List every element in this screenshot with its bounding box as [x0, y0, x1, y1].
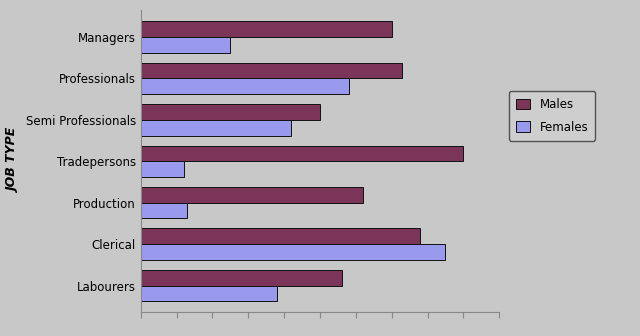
Y-axis label: JOB TYPE: JOB TYPE: [7, 129, 20, 194]
Bar: [141, 270, 342, 286]
Bar: [141, 145, 463, 161]
Bar: [141, 203, 188, 218]
Legend: Males, Females: Males, Females: [509, 91, 595, 141]
Bar: [141, 228, 420, 244]
Bar: [141, 244, 445, 260]
Bar: [141, 78, 349, 94]
Bar: [141, 63, 403, 78]
Bar: [141, 21, 392, 37]
Bar: [141, 104, 320, 120]
Bar: [141, 286, 277, 301]
Bar: [141, 187, 363, 203]
Bar: [141, 37, 230, 53]
Bar: [141, 120, 291, 136]
Bar: [141, 161, 184, 177]
